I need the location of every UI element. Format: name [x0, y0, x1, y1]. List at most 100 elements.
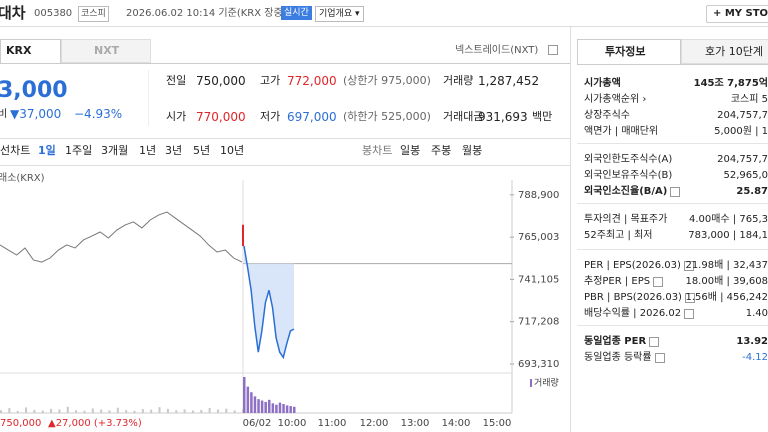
candle-tab[interactable]: 일봉: [400, 144, 421, 157]
period-tab[interactable]: 1주일: [65, 144, 93, 157]
section-divider: [577, 143, 768, 144]
x-tick-label: 10:00: [278, 418, 307, 429]
volume-bar: [200, 409, 203, 413]
info-value: 1.40: [745, 308, 768, 319]
info-value: 145조 7,875억: [693, 78, 768, 89]
volume-bar: [25, 407, 28, 413]
period-tab[interactable]: 선차트: [0, 144, 31, 157]
info-tab-label: 호가 10단계: [705, 45, 763, 58]
info-value: 204,757,7: [717, 154, 768, 165]
summary-value: 750,000: [196, 74, 246, 88]
candle-tab[interactable]: 주봉: [431, 144, 452, 157]
history-line: [0, 211, 243, 263]
period-tab[interactable]: 10년: [220, 144, 245, 157]
info-label: 52주최고 | 최저: [584, 230, 653, 241]
summary-label: 거래량: [443, 74, 474, 87]
tab-krx[interactable]: [0, 39, 61, 63]
info-tab-active[interactable]: [577, 39, 681, 64]
y-tick-label: 717,208: [518, 317, 559, 328]
info-value: 18.00배 | 39,608: [685, 276, 768, 287]
help-icon[interactable]: [684, 309, 694, 319]
volume-bar: [282, 404, 285, 413]
info-label: 외국인보유주식수(B): [584, 170, 673, 181]
realtime-badge[interactable]: 실시간: [281, 6, 312, 20]
volume-bar: [243, 377, 246, 413]
x-tick-label: 06/02: [243, 418, 272, 429]
volume-bar: [253, 396, 257, 413]
volume-bar: [116, 407, 119, 413]
info-label: 외국인소진율(B/A): [584, 186, 668, 197]
tab-nxt[interactable]: [61, 39, 151, 63]
period-tab[interactable]: 5년: [193, 144, 211, 157]
help-icon[interactable]: [684, 261, 694, 271]
info-label: 투자의견 | 목표주가: [584, 214, 668, 225]
tab-underline: [0, 63, 570, 64]
help-icon[interactable]: [548, 45, 558, 55]
info-value: 1.56배 | 456,242: [685, 292, 768, 303]
info-value: 코스피 5: [730, 94, 768, 105]
info-label: PBR | BPS(2026.03): [584, 292, 682, 303]
volume-bar: [285, 405, 289, 413]
footer-price: 750,000: [0, 418, 41, 429]
change-label: 비: [0, 109, 8, 120]
volume-bar: [250, 392, 253, 413]
period-tab[interactable]: 3개월: [101, 144, 129, 157]
y-tick-label: 765,003: [518, 232, 559, 243]
info-tab[interactable]: [681, 39, 768, 64]
period-border: [0, 138, 570, 139]
summary-divider: [148, 70, 149, 126]
info-label: 추정PER | EPS: [584, 276, 651, 287]
volume-bar: [225, 408, 228, 413]
overview-button[interactable]: 기업개요 ▾: [315, 6, 364, 22]
volume-bar: [216, 409, 219, 413]
mystock-button[interactable]: + MY STOCK: [706, 5, 768, 23]
period-tab[interactable]: 1일: [38, 144, 56, 157]
section-divider: [577, 325, 768, 326]
nxt-link[interactable]: 넥스트레이드(NXT): [455, 45, 539, 56]
x-tick-label: 12:00: [360, 418, 389, 429]
volume-legend: 거래량: [534, 377, 559, 389]
period-tab[interactable]: 3년: [165, 144, 183, 157]
volume-bar: [8, 408, 11, 413]
volume-bar: [278, 402, 282, 413]
top-border: [0, 26, 768, 27]
stock-code: 005380: [34, 8, 73, 19]
section-divider: [577, 249, 768, 250]
help-icon[interactable]: [653, 277, 663, 287]
volume-bar: [166, 408, 169, 413]
summary-value: 1,287,452: [478, 74, 540, 88]
info-label: 외국인한도주식수(A): [584, 154, 673, 165]
info-value: 783,000 | 184,1: [688, 230, 768, 241]
y-tick-label: 741,105: [518, 274, 559, 285]
info-value: 52,965,0: [723, 170, 768, 181]
tab-label: NXT: [94, 44, 120, 57]
volume-bar: [125, 410, 128, 413]
volume-bar: [75, 410, 78, 413]
volume-bar: [183, 409, 186, 413]
time-stamp: 2026.06.02 10:14 기준(KRX 장중): [126, 8, 287, 19]
info-label: 배당수익률 | 2026.02: [584, 308, 682, 319]
intraday-area: [244, 245, 294, 358]
help-icon[interactable]: [685, 293, 695, 303]
help-icon[interactable]: [649, 337, 659, 347]
x-tick-label: 13:00: [401, 418, 430, 429]
volume-bar: [246, 386, 250, 413]
volume-bar: [33, 409, 36, 413]
candle-tab[interactable]: 월봉: [462, 144, 483, 157]
volume-bar: [264, 401, 267, 413]
footer-change: ▲27,000 (+3.73%): [48, 418, 142, 429]
candle-tab[interactable]: 봉차트: [362, 144, 393, 157]
info-label: 액면가 | 매매단위: [584, 126, 659, 137]
help-icon[interactable]: [670, 187, 680, 197]
volume-bar: [58, 409, 61, 413]
info-value: 5,000원 | 1: [714, 126, 768, 137]
volume-bar: [100, 409, 103, 413]
volume-bar: [108, 410, 111, 413]
info-value: -4.12: [742, 352, 768, 363]
info-label: PER | EPS(2026.03): [584, 260, 681, 271]
summary-label: 저가: [260, 110, 281, 123]
market-badge: 코스피: [78, 6, 109, 22]
volume-bar: [233, 410, 236, 413]
period-tab[interactable]: 1년: [139, 144, 157, 157]
help-icon[interactable]: [655, 353, 665, 363]
